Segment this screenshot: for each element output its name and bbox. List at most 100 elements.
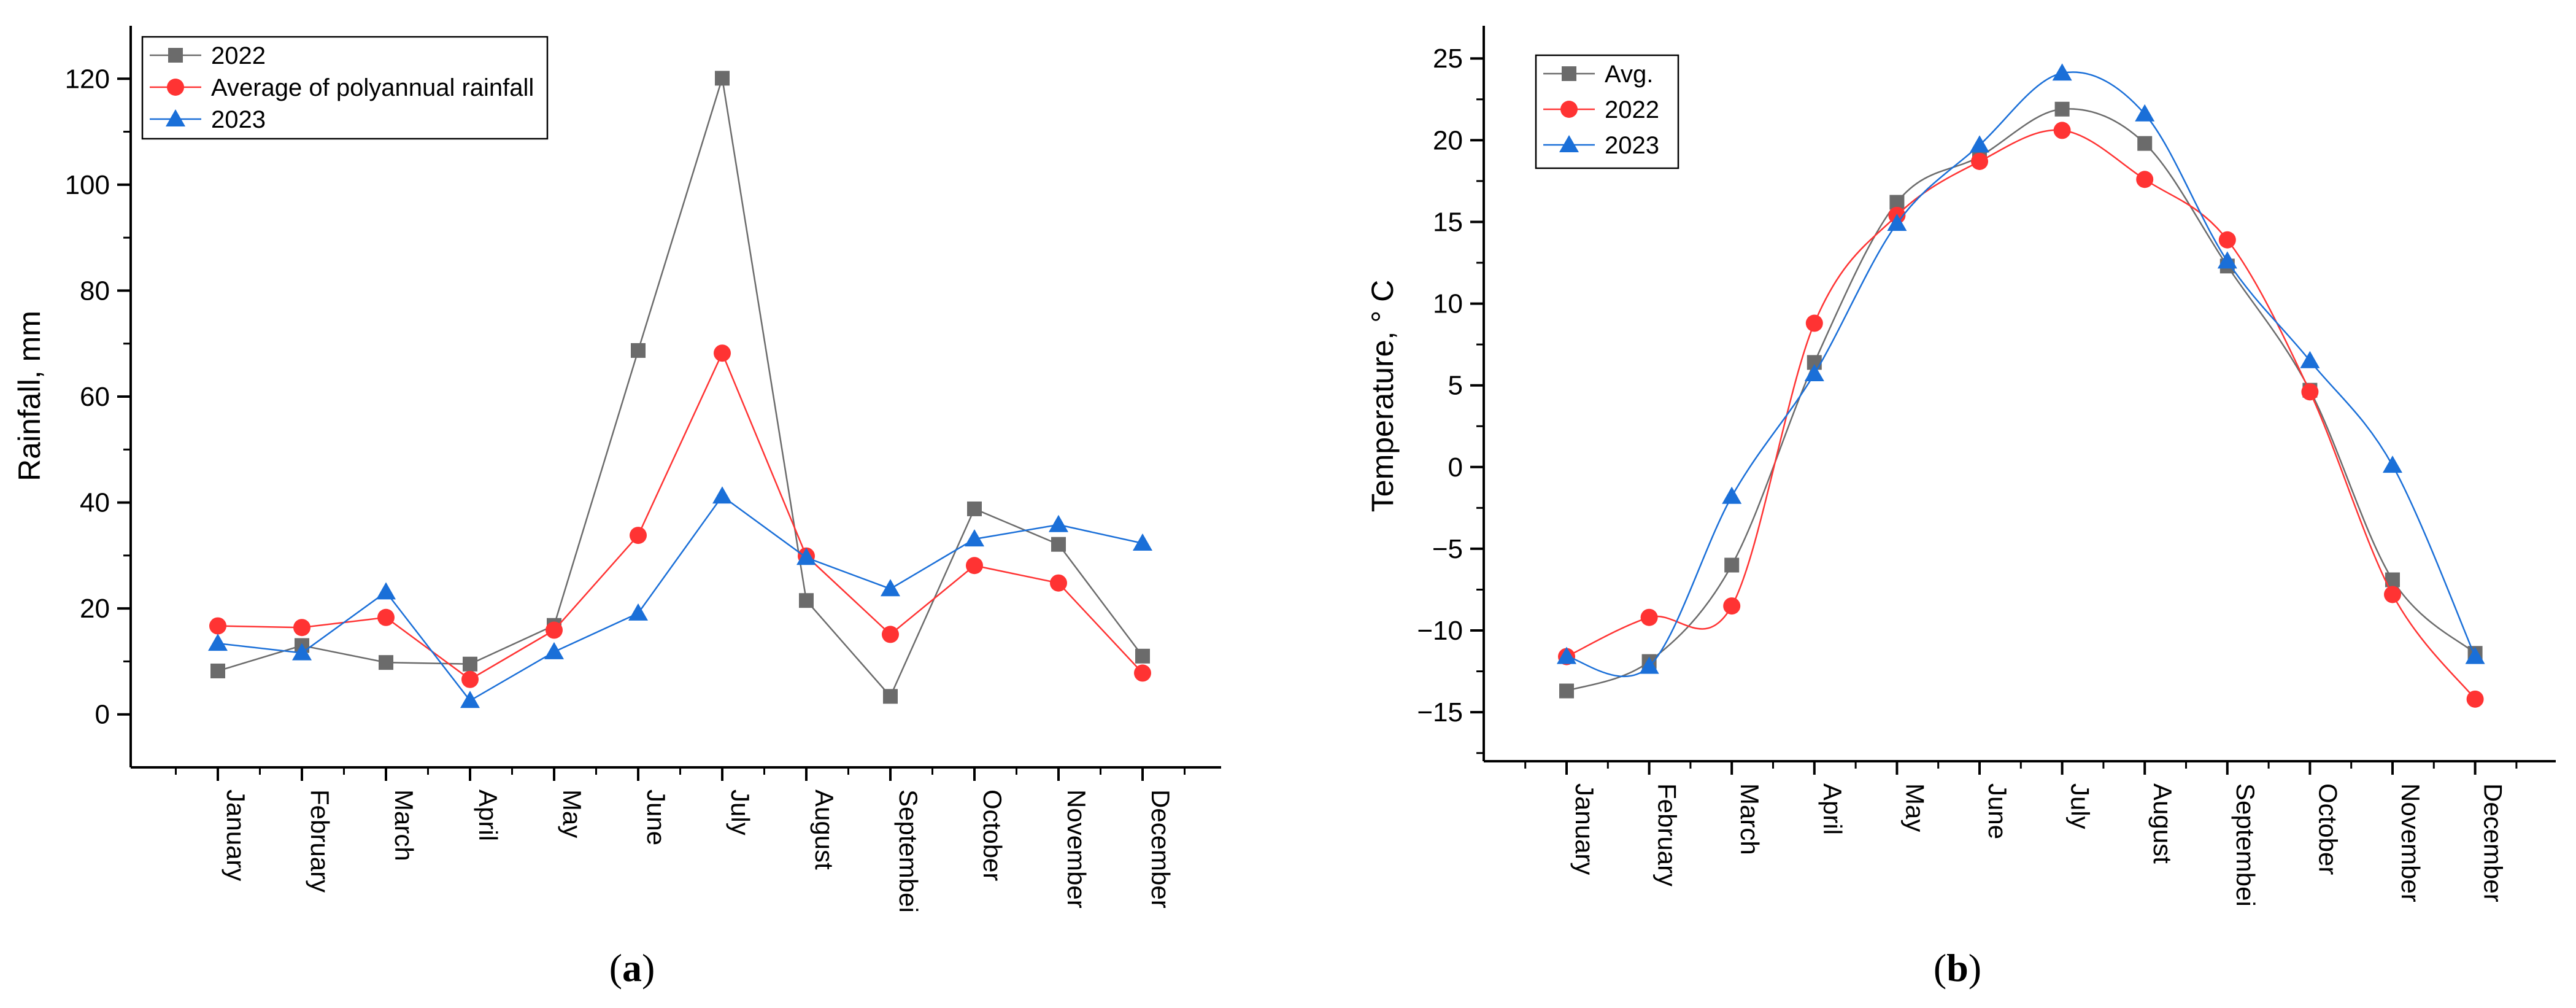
- data-point-april: [460, 691, 480, 708]
- data-point-june: [1970, 135, 1989, 153]
- data-point-july: [2054, 101, 2070, 117]
- y-axis-title: Temperature, ° C: [1365, 280, 1400, 512]
- y-tick-label: 40: [80, 488, 110, 518]
- chart-panel-b: −15 −10 −5 0 5 10 15 20 25 January February March Ap…: [1365, 26, 2556, 990]
- data-point-june: [628, 603, 648, 621]
- x-tick-label-february: February: [1653, 783, 1682, 886]
- panel-label-open: (: [609, 946, 622, 990]
- x-tick-label-june: June: [642, 789, 671, 845]
- data-point-septembei: [2217, 251, 2237, 269]
- series-average-of-polyannual-rainfall: [209, 344, 1151, 688]
- data-point-septembei: [2218, 231, 2236, 249]
- x-tick-label-november: November: [1062, 789, 1091, 909]
- x-tick-label-march: March: [390, 789, 418, 861]
- panel-label-open: (: [1934, 946, 1946, 990]
- legend-marker: [1562, 66, 1576, 81]
- series-line-2022: [1566, 129, 2476, 700]
- legend-marker: [1559, 135, 1579, 152]
- y-tick-label: 20: [80, 594, 110, 624]
- data-point-april: [461, 670, 479, 688]
- data-point-july: [715, 71, 730, 86]
- data-point-august: [799, 593, 814, 608]
- data-point-march: [1724, 557, 1740, 573]
- data-point-august: [796, 548, 816, 565]
- y-tick-label: 10: [1433, 289, 1463, 319]
- data-point-december: [1135, 648, 1150, 664]
- data-point-december: [2466, 690, 2484, 708]
- legend-label-2023: 2023: [1605, 132, 1659, 159]
- data-point-december: [1133, 533, 1152, 551]
- y-tick-label: −15: [1417, 697, 1463, 727]
- legend: 2022 Average of polyannual rainfall 2023: [141, 36, 549, 140]
- y-tick-label: 80: [80, 276, 110, 306]
- x-tick-label-february: February: [306, 789, 334, 893]
- data-point-march: [376, 582, 396, 600]
- legend-marker: [167, 79, 184, 96]
- chart-panel-a: 0 20 40 60 80 100 120 January February March April…: [12, 26, 1221, 990]
- data-point-january: [1559, 683, 1574, 699]
- data-point-january: [210, 663, 225, 678]
- y-tick-label: 120: [65, 64, 110, 94]
- x-tick-label-march: March: [1735, 783, 1764, 855]
- x-tick-label-july: July: [726, 789, 755, 835]
- panel-label-close: ): [1969, 946, 1981, 990]
- data-point-septembei: [883, 689, 898, 704]
- data-point-november: [1049, 514, 1068, 532]
- x-tick-label-septembei: Septembei: [2231, 783, 2260, 907]
- y-tick-label: 15: [1433, 207, 1463, 237]
- data-point-july: [712, 486, 732, 504]
- data-point-october: [967, 501, 982, 516]
- data-point-january: [1557, 646, 1576, 664]
- data-point-july: [714, 344, 731, 362]
- x-tick-label-april: April: [1818, 783, 1847, 835]
- data-point-november: [2384, 586, 2401, 603]
- legend-label-average-of-polyannual-rainfall: Average of polyannual rainfall: [211, 74, 534, 101]
- x-tick-label-april: April: [474, 789, 503, 841]
- legend-marker: [166, 109, 185, 126]
- data-point-july: [2053, 122, 2071, 139]
- data-point-july: [2052, 63, 2072, 81]
- data-point-october: [965, 529, 984, 547]
- data-point-march: [1722, 486, 1742, 504]
- data-point-septembei: [881, 579, 900, 597]
- x-tick-label-december: December: [2479, 783, 2508, 902]
- panel-label-letter: a: [622, 946, 642, 990]
- data-point-january: [208, 634, 228, 651]
- x-tick-label-august: August: [2148, 783, 2177, 864]
- data-point-december: [1134, 664, 1151, 682]
- data-point-august: [2136, 171, 2154, 188]
- series-2023: [1557, 63, 2485, 678]
- legend-label-2023: 2023: [211, 106, 266, 133]
- x-tick-label-january: January: [222, 789, 250, 881]
- series-2022: [210, 71, 1150, 704]
- y-tick-label: −10: [1417, 616, 1463, 646]
- legend-marker: [1560, 101, 1578, 118]
- data-point-june: [631, 343, 646, 358]
- data-point-septembei: [882, 626, 899, 643]
- x-tick-label-may: May: [1900, 783, 1929, 832]
- legend: Avg. 2022 2023: [1535, 54, 1679, 169]
- x-tick-label-december: December: [1146, 789, 1175, 909]
- data-point-october: [2301, 383, 2319, 401]
- series-line-2023: [217, 495, 1143, 702]
- x-tick-label-june: June: [1983, 783, 2012, 839]
- data-point-may: [546, 621, 563, 639]
- data-point-december: [2465, 646, 2485, 664]
- x-tick-label-november: November: [2396, 783, 2425, 902]
- x-tick-label-may: May: [558, 789, 587, 838]
- x-tick-label-septembei: Septembei: [894, 789, 923, 913]
- data-point-february: [1640, 608, 1658, 626]
- legend-label-2022: 2022: [1605, 96, 1659, 123]
- legend-box: [1535, 54, 1679, 169]
- data-point-may: [544, 642, 564, 659]
- series-2022: [1558, 122, 2484, 708]
- panel-label: (b): [1934, 946, 1981, 990]
- data-point-april: [463, 656, 477, 672]
- data-point-august: [2135, 104, 2155, 122]
- y-tick-label: 0: [1448, 452, 1463, 483]
- x-tick-label-october: October: [2313, 783, 2342, 875]
- data-point-november: [2383, 456, 2402, 473]
- data-point-august: [2137, 136, 2153, 151]
- panel-label-close: ): [642, 946, 655, 990]
- data-point-january: [209, 617, 226, 635]
